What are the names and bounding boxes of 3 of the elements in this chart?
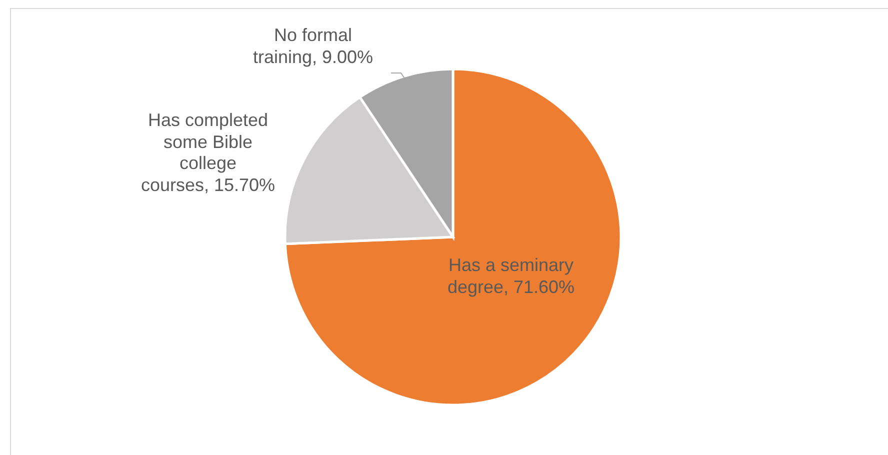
slice-label: Has completed some Bible college courses, 15.70%	[140, 110, 276, 195]
slice-label: Has a seminary degree, 71.60%	[447, 255, 575, 297]
slice-label: No formal training, 9.00%	[252, 25, 374, 67]
